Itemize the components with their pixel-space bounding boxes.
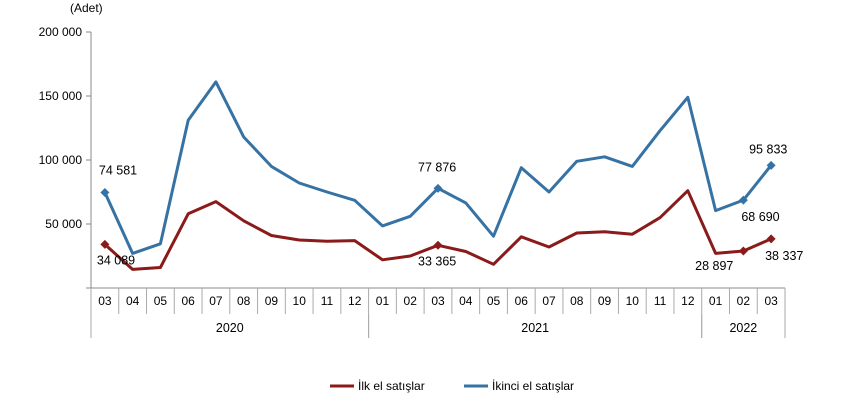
x-tick-label: 09: [598, 294, 612, 308]
legend-label: İkinci el satışlar: [492, 379, 574, 393]
y-tick-label: 50 000: [45, 217, 82, 231]
x-axis: 03 04 05 06 07 08 09 10 11 12 01 02 03 04 05 06 07 08 09 10…: [90, 287, 786, 338]
year-label: 2021: [521, 321, 549, 335]
x-tick-label: 03: [431, 294, 445, 308]
x-tick-label: 11: [321, 294, 334, 308]
x-tick-label: 01: [376, 294, 390, 308]
data-point-marker: [433, 240, 443, 250]
x-tick-label: 04: [459, 294, 473, 308]
x-tick-label: 10: [293, 294, 307, 308]
y-tick-label: 200 000: [39, 25, 83, 39]
x-tick-label: 07: [542, 294, 556, 308]
data-label: 95 833: [749, 142, 787, 156]
data-label: 68 690: [741, 210, 779, 224]
y-axis: 200 000 150 000 100 000 50 000: [39, 25, 92, 289]
legend-label: İlk el satışlar: [358, 379, 425, 393]
x-tick-label: 01: [709, 294, 723, 308]
x-tick-label: 04: [126, 294, 140, 308]
x-tick-label: 05: [154, 294, 168, 308]
data-point-marker: [738, 195, 748, 205]
y-unit-label: (Adet): [70, 1, 103, 15]
x-tick-label: 05: [487, 294, 501, 308]
year-label: 2022: [729, 321, 757, 335]
x-tick-label: 06: [181, 294, 195, 308]
data-label: 28 897: [695, 259, 733, 273]
x-tick-label: 02: [737, 294, 751, 308]
data-point-marker: [100, 188, 110, 198]
x-tick-label: 03: [764, 294, 778, 308]
x-tick-label: 08: [570, 294, 584, 308]
data-point-marker: [766, 160, 776, 170]
data-label: 74 581: [99, 164, 137, 178]
x-tick-label: 09: [265, 294, 279, 308]
series-group: [100, 80, 776, 271]
data-point-marker: [766, 234, 776, 244]
x-tick-label: 07: [209, 294, 223, 308]
year-label: 2020: [216, 321, 244, 335]
data-point-marker: [738, 246, 748, 256]
data-label: 33 365: [418, 254, 456, 268]
data-label: 38 337: [765, 249, 803, 263]
x-tick-label: 10: [626, 294, 640, 308]
legend: İlk el satışlar İkinci el satışlar: [330, 379, 574, 393]
x-tick-label: 06: [515, 294, 529, 308]
x-tick-label: 03: [98, 294, 112, 308]
y-tick-label: 100 000: [39, 153, 83, 167]
x-tick-label: 02: [404, 294, 418, 308]
data-label: 77 876: [418, 160, 456, 174]
data-label: 34 089: [97, 253, 135, 267]
data-point-marker: [100, 239, 110, 249]
x-tick-label: 11: [654, 294, 667, 308]
x-tick-label: 12: [681, 294, 695, 308]
y-tick-label: 150 000: [39, 89, 83, 103]
x-tick-label: 12: [348, 294, 362, 308]
x-tick-label: 08: [237, 294, 251, 308]
data-point-marker: [433, 183, 443, 193]
data-labels: 74 581 77 876 68 690 95 833 34 089 33 365 28 8…: [97, 142, 804, 273]
